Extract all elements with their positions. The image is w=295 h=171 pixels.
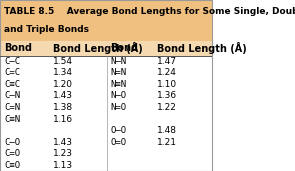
Text: 1.38: 1.38 (53, 103, 73, 112)
Text: TABLE 8.5    Average Bond Lengths for Some Single, Double,: TABLE 8.5 Average Bond Lengths for Some … (4, 7, 295, 16)
Text: O—O: O—O (110, 126, 126, 135)
Bar (0, 41, 212, 56)
Text: N—N: N—N (110, 57, 126, 66)
Text: Bond: Bond (110, 43, 138, 53)
Text: Bond: Bond (4, 43, 32, 53)
Text: 1.36: 1.36 (157, 91, 177, 100)
Text: 1.10: 1.10 (157, 80, 177, 89)
Text: 1.54: 1.54 (53, 57, 73, 66)
Text: N≡N: N≡N (110, 80, 126, 89)
Text: C—N: C—N (4, 91, 20, 100)
Text: C≡N: C≡N (4, 115, 20, 123)
Text: N=N: N=N (110, 68, 126, 77)
Text: Bond Length (Å): Bond Length (Å) (53, 42, 143, 54)
Bar (0, 56, 212, 171)
Text: 1.48: 1.48 (157, 126, 177, 135)
Text: O=O: O=O (110, 138, 126, 147)
Text: 1.13: 1.13 (53, 161, 73, 170)
Text: 1.23: 1.23 (53, 149, 73, 158)
Text: C≡C: C≡C (4, 80, 20, 89)
Text: C=O: C=O (4, 149, 20, 158)
Text: 1.43: 1.43 (53, 91, 73, 100)
Text: N—O: N—O (110, 91, 126, 100)
Text: 1.16: 1.16 (53, 115, 73, 123)
Text: C—C: C—C (4, 57, 20, 66)
Text: 1.34: 1.34 (53, 68, 73, 77)
Text: C≡O: C≡O (4, 161, 20, 170)
Text: 1.43: 1.43 (53, 138, 73, 147)
Text: 1.47: 1.47 (157, 57, 177, 66)
Text: 1.20: 1.20 (53, 80, 73, 89)
Text: N=O: N=O (110, 103, 126, 112)
Text: and Triple Bonds: and Triple Bonds (4, 25, 89, 34)
Text: 1.24: 1.24 (157, 68, 177, 77)
Text: Bond Length (Å): Bond Length (Å) (157, 42, 247, 54)
Bar (0, 0, 212, 41)
Text: C=C: C=C (4, 68, 20, 77)
Text: 1.21: 1.21 (157, 138, 177, 147)
Text: 1.22: 1.22 (157, 103, 177, 112)
Text: C=N: C=N (4, 103, 20, 112)
Text: C—O: C—O (4, 138, 20, 147)
